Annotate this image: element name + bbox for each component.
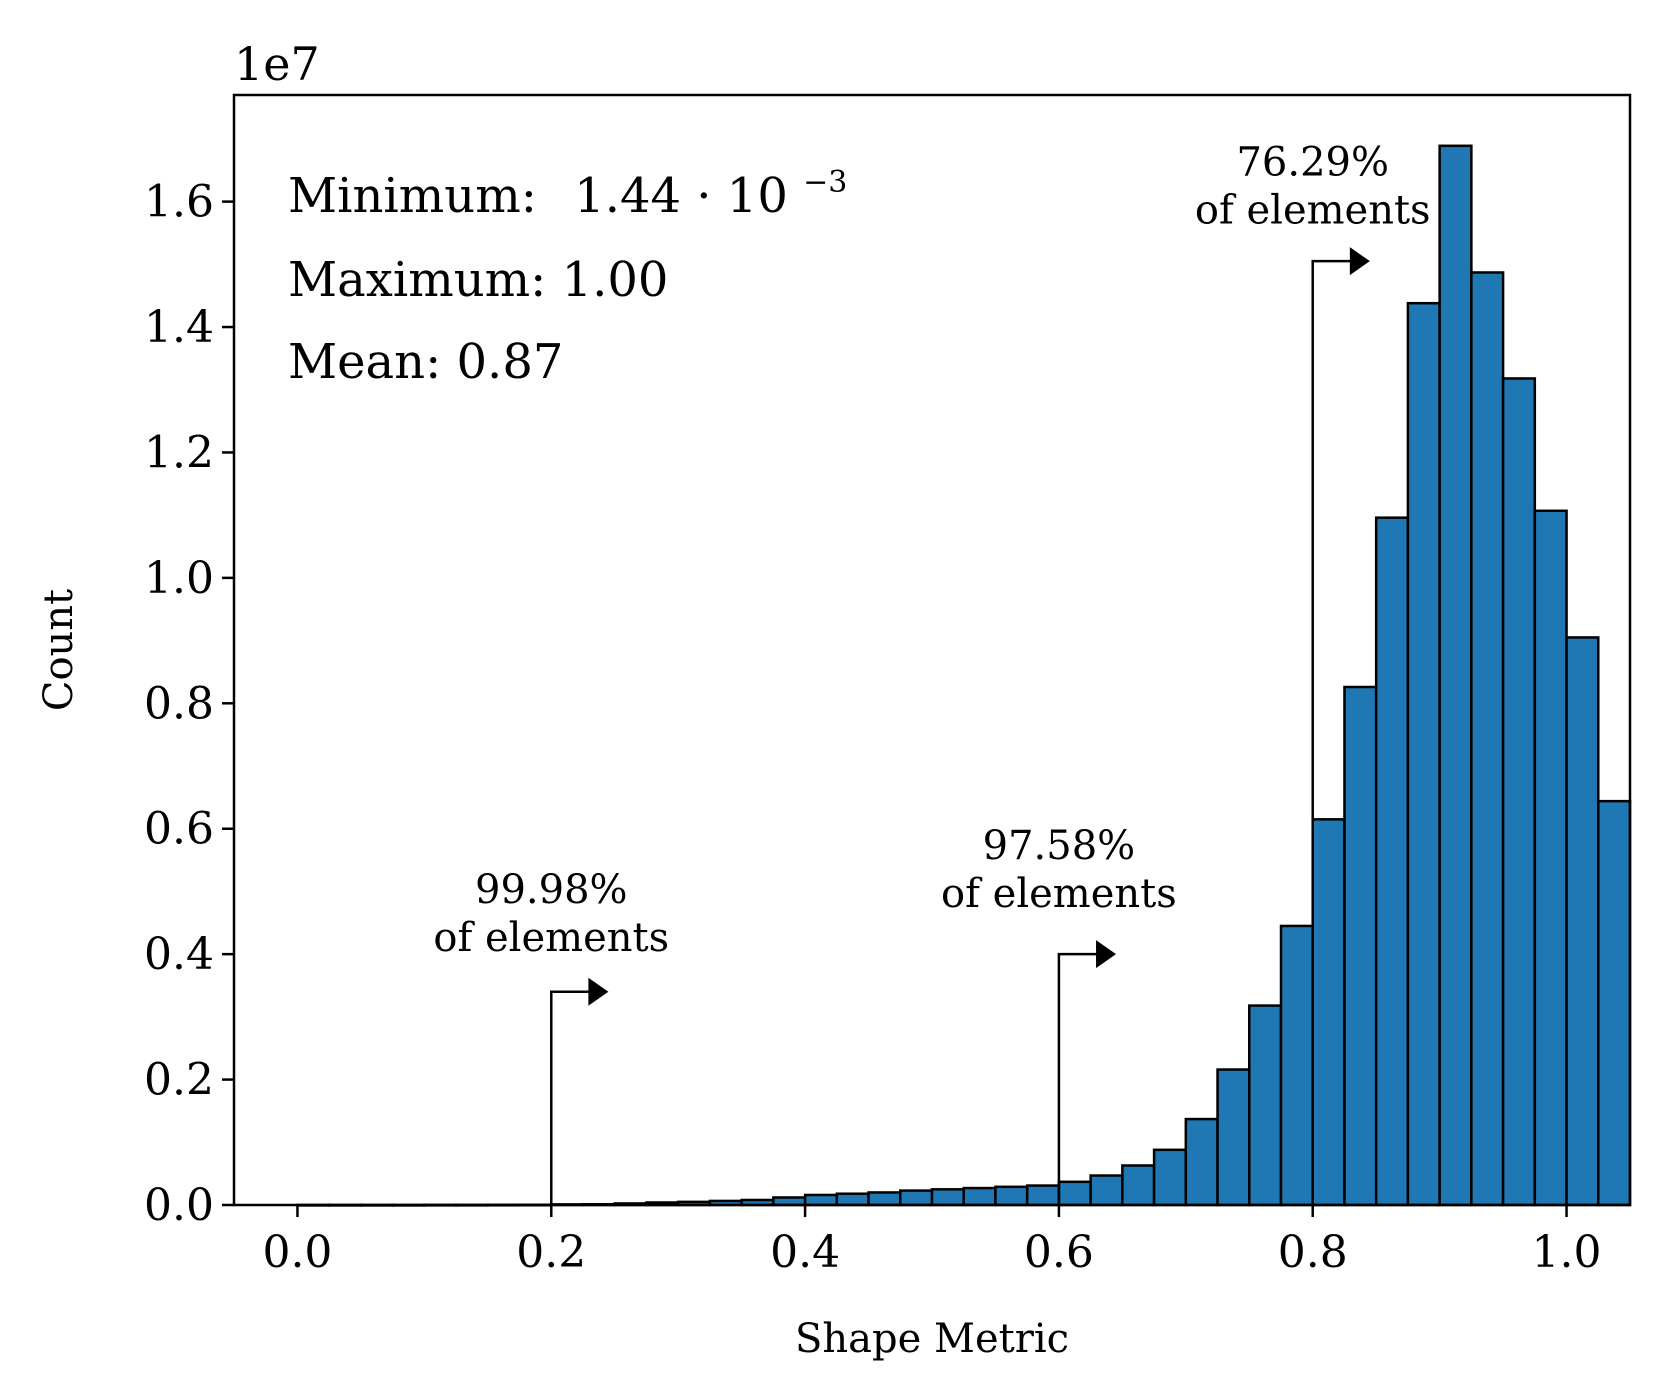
x-axis-ticks: 0.0 0.2 0.4 0.6 0.8 1.0 <box>262 1205 1602 1278</box>
y-tick-label: 1.0 <box>144 553 214 604</box>
x-tick-label: 0.2 <box>516 1227 586 1278</box>
annotation-arrow-line <box>550 990 591 1205</box>
histogram-bar <box>1438 144 1473 1207</box>
histogram-bar <box>1279 924 1314 1207</box>
histogram-bar <box>1057 1180 1092 1207</box>
annotation-arrow-head <box>1349 247 1370 276</box>
y-axis-title: Count <box>36 589 82 711</box>
histogram-bar <box>835 1192 870 1207</box>
y-axis-scale-label: 1e7 <box>234 37 320 91</box>
histogram-bar <box>994 1185 1029 1207</box>
x-tick-label: 0.8 <box>1278 1227 1348 1278</box>
y-tick-label: 1.4 <box>144 302 214 353</box>
y-tick-label: 0.2 <box>144 1055 214 1106</box>
y-tick-label: 0.4 <box>144 929 214 980</box>
x-tick-label: 1.0 <box>1532 1227 1602 1278</box>
histogram-bar <box>1406 301 1441 1207</box>
histogram-bar <box>962 1186 997 1207</box>
annotation-arrow-line <box>1311 259 1352 1205</box>
stat-minimum-exponent: −3 <box>803 165 847 200</box>
histogram-bar <box>1184 1117 1219 1207</box>
x-tick-label: 0.0 <box>262 1227 332 1278</box>
annotation-arrow-head <box>588 977 609 1006</box>
stat-mean: Mean: 0.87 <box>288 334 563 390</box>
x-axis-title: Shape Metric <box>795 1316 1069 1362</box>
x-tick-label: 0.4 <box>770 1227 840 1278</box>
histogram-bar <box>803 1193 839 1207</box>
annotation-suffix: of elements <box>1195 188 1431 234</box>
y-tick-label: 0.0 <box>144 1180 214 1231</box>
histogram-bar <box>1089 1174 1124 1207</box>
annotation-percent: 76.29% <box>1236 140 1389 186</box>
histogram-bar <box>1025 1184 1061 1207</box>
histogram-bar <box>1374 516 1410 1207</box>
histogram-bar <box>899 1189 934 1207</box>
histogram-bar <box>1501 377 1537 1207</box>
annotation-percent: 99.98% <box>475 867 628 913</box>
histogram-bar <box>1565 636 1600 1207</box>
annotation-arrow-head <box>1096 940 1117 969</box>
stats-box: Minimum: 1.44 · 10 −3 Maximum: 1.00 Mean… <box>288 165 847 390</box>
stat-maximum: Maximum: 1.00 <box>288 252 668 308</box>
histogram-bar <box>1533 509 1568 1207</box>
annotation-suffix: of elements <box>941 871 1177 917</box>
annotation-arrow-line <box>1057 952 1099 1205</box>
stat-minimum: Minimum: 1.44 · 10 −3 <box>288 165 847 224</box>
histogram-bar <box>1343 685 1378 1207</box>
histogram-bar <box>1311 818 1346 1207</box>
plot-frame <box>232 93 1632 1207</box>
histogram-bar <box>1152 1148 1188 1207</box>
annotation-percent: 97.58% <box>983 823 1136 869</box>
y-axis-ticks: 0.0 0.2 0.4 0.6 0.8 1.0 1.2 1.4 1.6 <box>144 177 234 1231</box>
histogram-bar <box>1470 271 1505 1207</box>
histogram-bar <box>1121 1164 1156 1207</box>
histogram-bar <box>1597 799 1632 1207</box>
stat-minimum-value: 1.44 · 10 <box>574 168 788 224</box>
y-tick-label: 1.6 <box>144 177 214 228</box>
histogram-bar <box>1216 1068 1251 1207</box>
histogram-bar <box>930 1188 965 1207</box>
y-tick-label: 1.2 <box>144 427 214 478</box>
histogram-bar <box>867 1191 902 1207</box>
x-tick-label: 0.6 <box>1024 1227 1094 1278</box>
annotation-suffix: of elements <box>433 915 669 961</box>
histogram-bar <box>1248 1004 1283 1207</box>
y-tick-label: 0.6 <box>144 804 214 855</box>
stat-minimum-label: Minimum: <box>288 168 537 224</box>
y-tick-label: 0.8 <box>144 678 214 729</box>
